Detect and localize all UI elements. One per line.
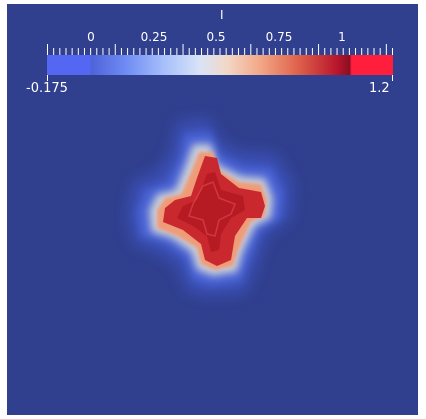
colorbar-minor-ticks <box>47 44 393 55</box>
field-core-dark <box>177 172 245 252</box>
legend-title: I <box>220 8 224 22</box>
colorbar-range-max: 1.2 <box>369 81 390 96</box>
colorbar-tick-label-0.75: 0.75 <box>265 30 293 44</box>
field-core-contour <box>188 181 236 237</box>
colorbar <box>47 55 393 75</box>
colorbar-min-tick <box>47 75 48 81</box>
colorbar-tick-label-1: 1 <box>338 30 346 44</box>
colorbar-max-tick <box>392 75 393 81</box>
render-viewport[interactable]: I 0 0.25 0.5 0.75 1 -0.175 1.2 <box>7 4 418 415</box>
colorbar-tick-label-0.5: 0.5 <box>206 30 226 44</box>
colorbar-range-min: -0.175 <box>26 81 68 96</box>
colorbar-tick-label-0: 0 <box>87 30 95 44</box>
colorbar-tick-label-0.25: 0.25 <box>140 30 168 44</box>
scalar-field-cross <box>127 118 293 296</box>
